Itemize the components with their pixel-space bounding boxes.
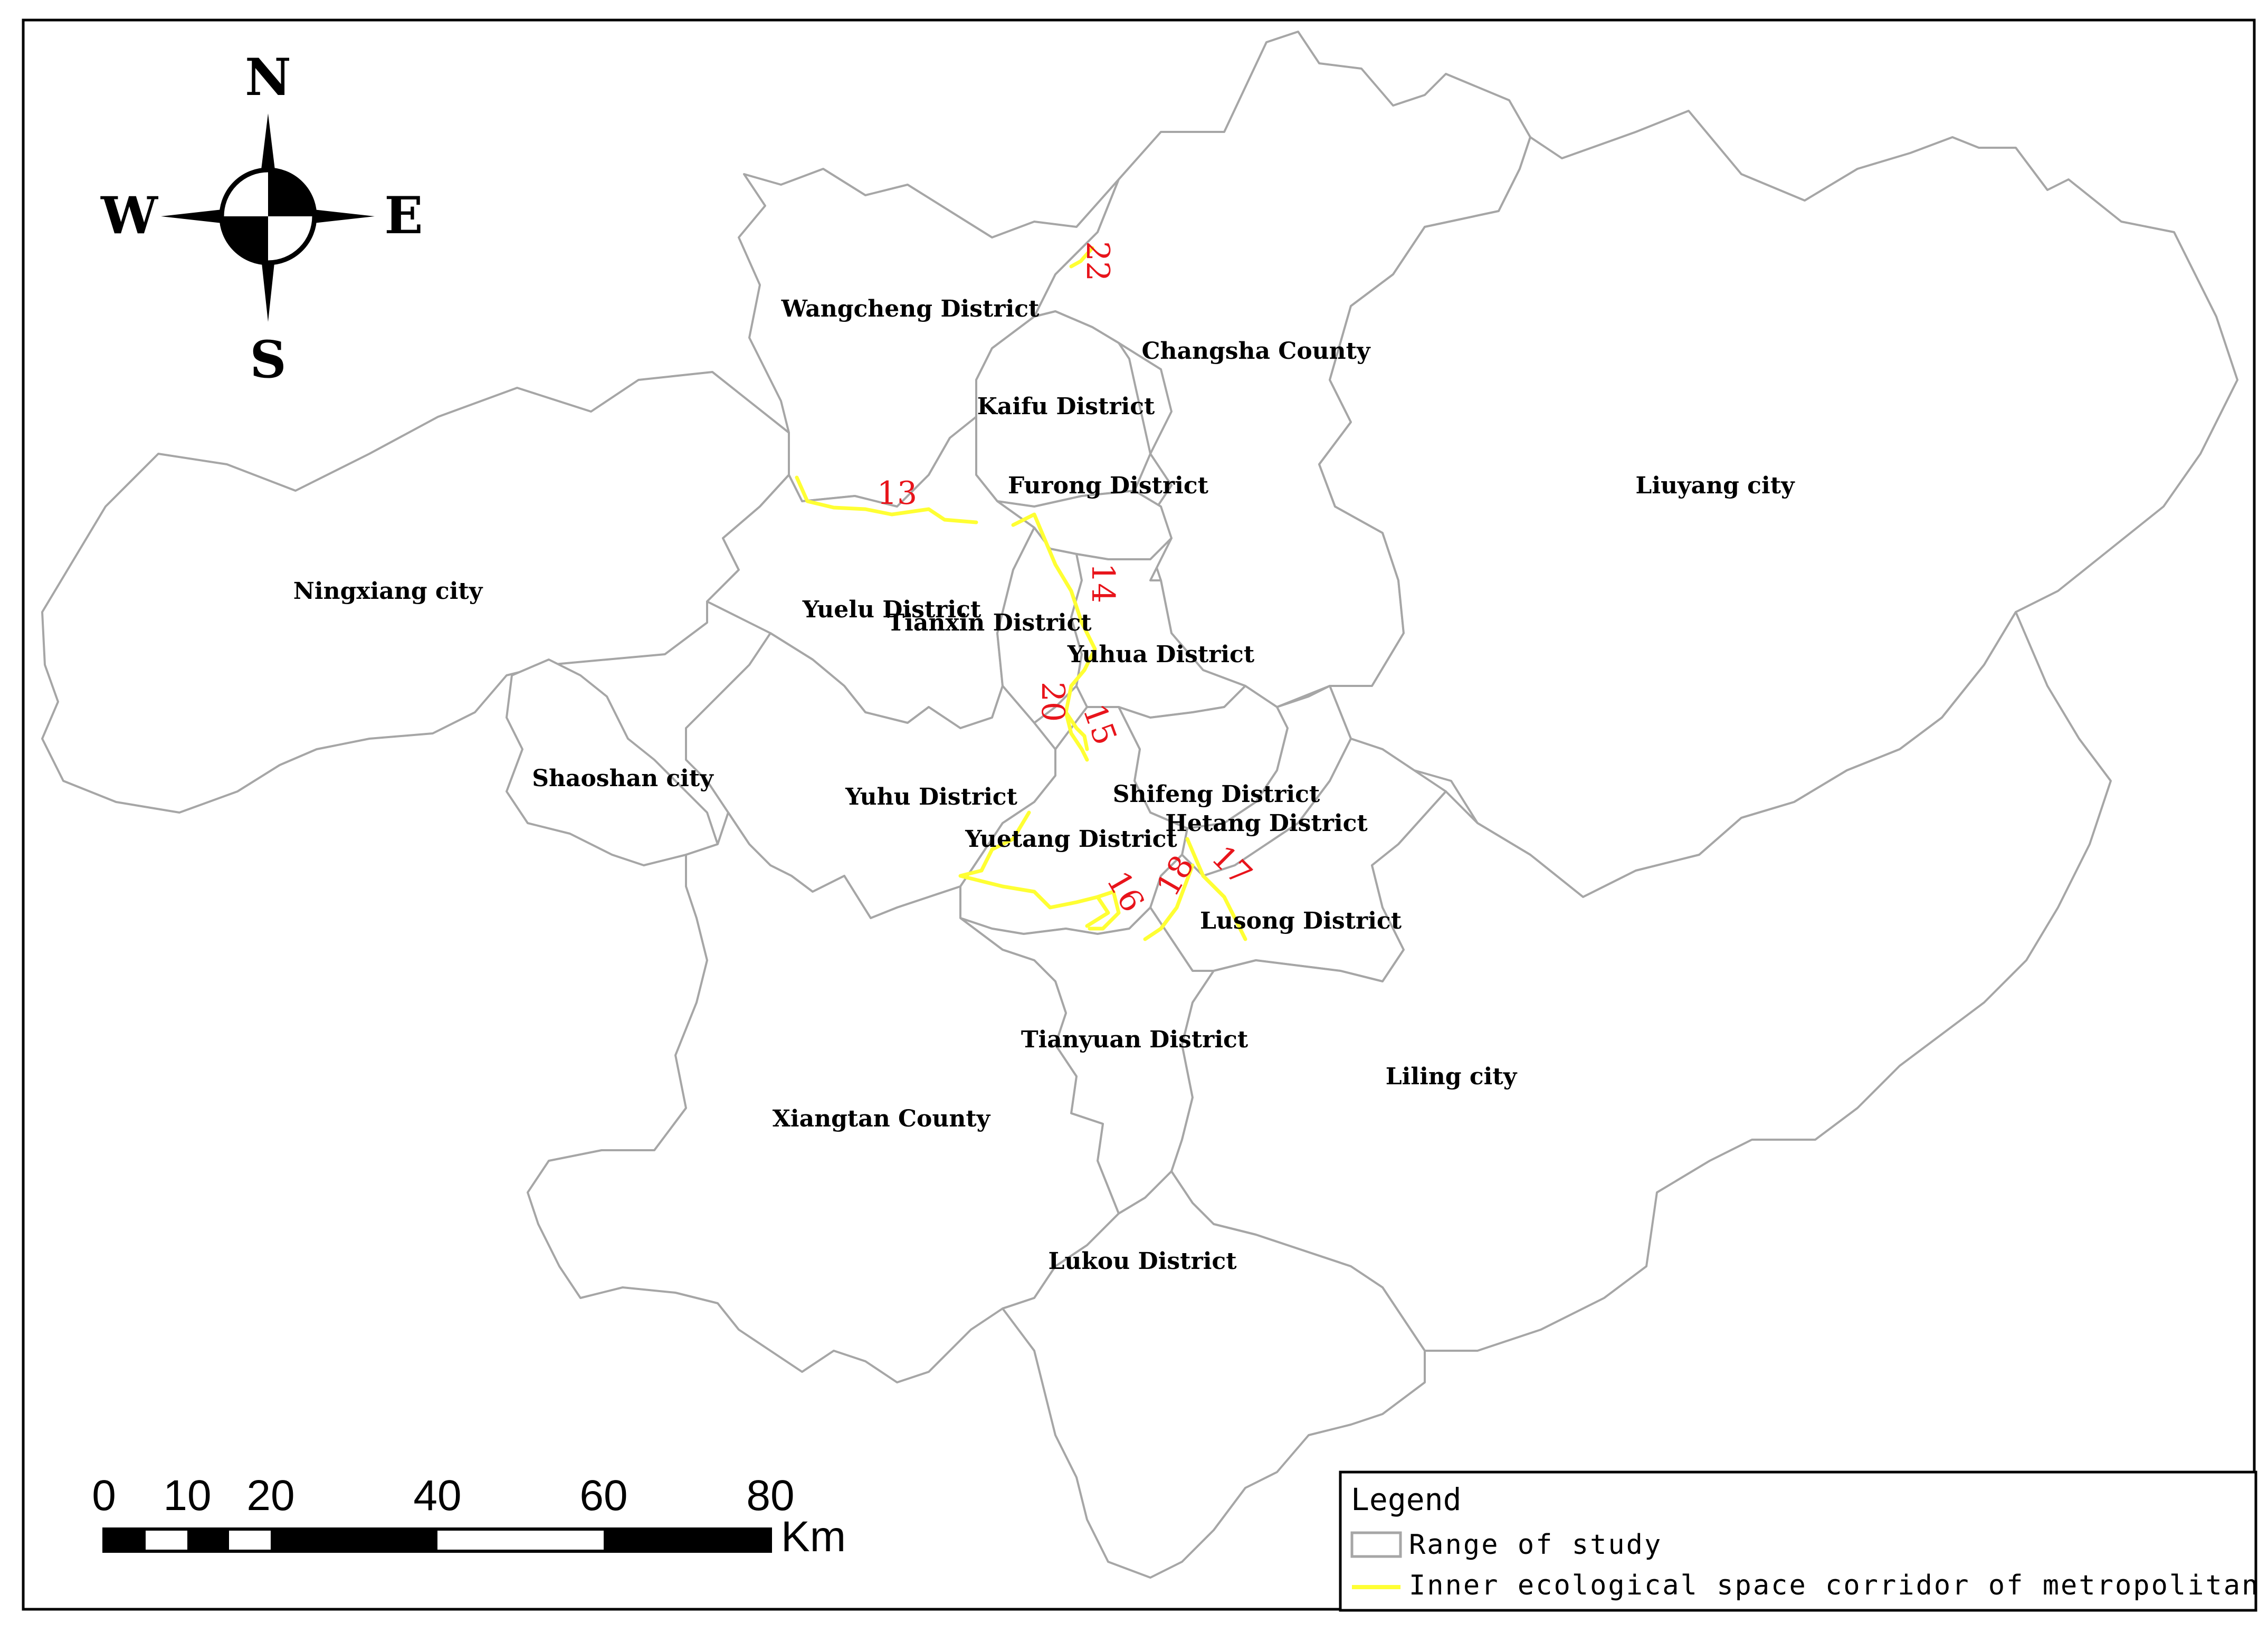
scale-bar-segment-5 [271,1529,437,1551]
scale-bar-segment-7 [604,1529,770,1551]
compass-west-label: W [100,186,158,245]
compass-quadrant-ne [268,170,315,216]
scale-bar: 0 10 20 40 60 80 Km [92,1472,846,1561]
label-liuyang: Liuyang city [1635,472,1795,499]
legend-range-label: Range of study [1409,1529,1662,1561]
compass-south-arrow [261,253,275,322]
label-changsha-county: Changsha County [1141,338,1371,365]
corridor-label-20: 20 [1034,682,1071,722]
compass-east-arrow [309,209,375,224]
label-wangcheng: Wangcheng District [781,295,1040,322]
region-labels: Ningxiang city Wangcheng District Changs… [293,295,1795,1275]
corridor-20-line [1064,668,1089,762]
scale-bar-segment-3 [187,1529,229,1551]
legend-title: Legend [1351,1482,1462,1517]
label-yuetang: Yuetang District [965,826,1177,853]
compass-west-arrow [161,209,227,224]
label-yuelu: Yuelu District [802,596,981,623]
corridor-17-line [1185,837,1247,941]
corridor-label-14: 14 [1084,563,1121,603]
label-lukou: Lukou District [1048,1248,1237,1275]
corridor-14-line [1011,512,1097,672]
legend-corridor-label: Inner ecological space corridor of metro… [1409,1570,2268,1601]
scale-tick-40: 40 [413,1472,461,1520]
label-kaifu: Kaifu District [977,393,1155,420]
scale-tick-0: 0 [92,1472,116,1520]
label-xiangtan-county: Xiangtan County [773,1105,991,1132]
corridor-16-line [1088,890,1121,931]
corridor-13-line [795,475,978,524]
region-liling [1170,611,2112,1352]
scale-unit-label: Km [781,1513,846,1561]
label-tianxin: Tianxin District [887,609,1092,636]
label-shaoshan: Shaoshan city [532,765,714,792]
scale-bar-segment-1 [104,1529,146,1551]
label-shifeng: Shifeng District [1113,781,1320,808]
compass-quadrant-sw [222,216,268,263]
scale-tick-80: 80 [746,1472,794,1520]
compass-north-arrow [261,113,275,174]
legend-box [1339,1470,2257,1612]
label-tianyuan: Tianyuan District [1021,1026,1249,1053]
label-yuhu: Yuhu District [845,784,1018,810]
scale-tick-60: 60 [579,1472,627,1520]
scale-tick-10: 10 [163,1472,211,1520]
compass-east-label: E [384,186,423,245]
scale-tick-20: 20 [246,1472,294,1520]
region-lukou [1002,1170,1426,1579]
corridor-yuetang-line [958,810,1110,928]
label-yuhua: Yuhua District [1067,641,1255,668]
legend-range-symbol [1350,1531,1402,1558]
label-furong: Furong District [1008,472,1209,499]
label-liling: Liling city [1386,1063,1518,1090]
compass-south-label: S [250,330,286,389]
ecological-corridors [795,246,1247,941]
corridor-label-22: 22 [1079,241,1116,281]
legend: Legend Range of study Inner ecological s… [1339,1470,2268,1612]
corridor-22-line [1069,246,1094,269]
label-lusong: Lusong District [1200,908,1402,934]
compass-rose: N S W E [100,47,423,389]
corridor-label-13: 13 [877,475,917,512]
label-hetang: Hetang District [1165,810,1368,837]
compass-north-label: N [245,47,291,107]
corridor-15-line [1064,710,1089,751]
corridor-18-line [1143,863,1195,941]
study-area-boundaries [41,31,2238,1579]
label-ningxiang: Ningxiang city [293,578,483,605]
region-ningxiang [41,371,790,814]
